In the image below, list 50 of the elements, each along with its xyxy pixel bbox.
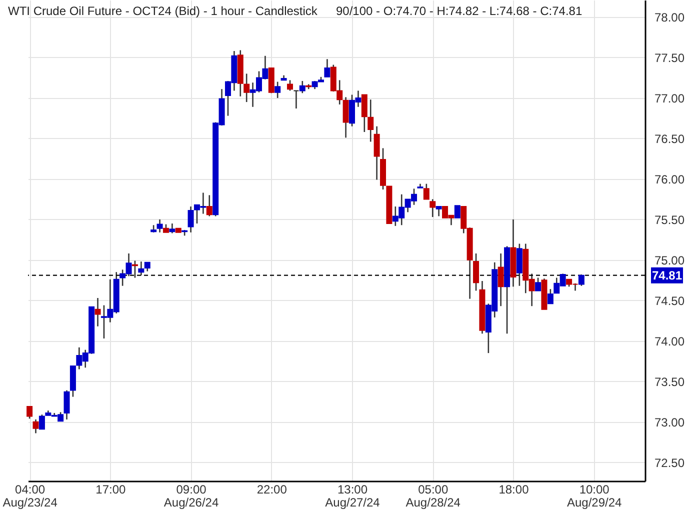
candlestick [368, 98, 374, 142]
y-tick-label: 73.50 [654, 374, 685, 389]
y-tick-label: 74.00 [654, 334, 685, 348]
candlestick [26, 406, 33, 420]
x-tick-label: 22:00 [256, 482, 288, 496]
candlestick [138, 260, 144, 276]
y-tick-label: 78.00 [654, 10, 685, 25]
x-tick-label: 13:00 Aug/27/24 [325, 482, 380, 510]
candlestick [498, 252, 504, 307]
y-tick-label: 73.00 [654, 415, 685, 430]
y-tick-label: 77.00 [654, 91, 685, 106]
ref-line-label: 74.81 [652, 268, 682, 282]
y-tick-label: 75.50 [654, 212, 685, 227]
candlestick [293, 90, 300, 110]
y-tick-label: 74.50 [654, 294, 685, 308]
candlestick [547, 288, 554, 304]
candlestick [473, 252, 480, 292]
candlestick [299, 80, 306, 94]
y-tick-label: 75.00 [654, 253, 685, 268]
y-tick-label: 76.00 [654, 172, 685, 186]
candlestick [64, 390, 70, 420]
y-tick-label: 72.50 [654, 456, 685, 470]
x-tick-label: 04:00 Aug/23/24 [2, 482, 58, 510]
chart-subtitle: 90/100 - O:74.70 - H:74.82 - L:74.68 - C:74.81 [336, 4, 582, 18]
candlestick [454, 205, 460, 218]
candlestick [32, 418, 39, 434]
candlestick [156, 218, 163, 234]
candlestick [436, 206, 442, 217]
y-tick-label: 76.50 [654, 132, 685, 146]
candlestick [535, 277, 542, 292]
candlestick [206, 194, 212, 217]
candlestick [94, 297, 101, 327]
candlestick [324, 58, 330, 78]
candlestick [274, 81, 281, 99]
x-tick-label: 05:00 Aug/28/24 [406, 482, 461, 510]
x-tick-label: 10:00 Aug/29/24 [566, 482, 622, 510]
candlestick [423, 183, 430, 200]
candlestick [430, 198, 436, 218]
x-tick-label: 17:00 [96, 482, 126, 496]
chart-title: WTI Crude Oil Future - OCT24 (Bid) - 1 hour - Candlestick [8, 4, 318, 18]
candlestick [361, 94, 368, 133]
candlestick [188, 206, 194, 234]
candlestick [374, 126, 380, 180]
candlestick [342, 96, 349, 138]
y-tick-label: 77.50 [654, 50, 685, 65]
candlestick [286, 80, 293, 92]
candlestick [132, 260, 138, 278]
candlestick [169, 222, 176, 234]
x-tick-label: 09:00 Aug/26/24 [164, 482, 219, 510]
x-tick-label: 18:00 [498, 482, 530, 496]
